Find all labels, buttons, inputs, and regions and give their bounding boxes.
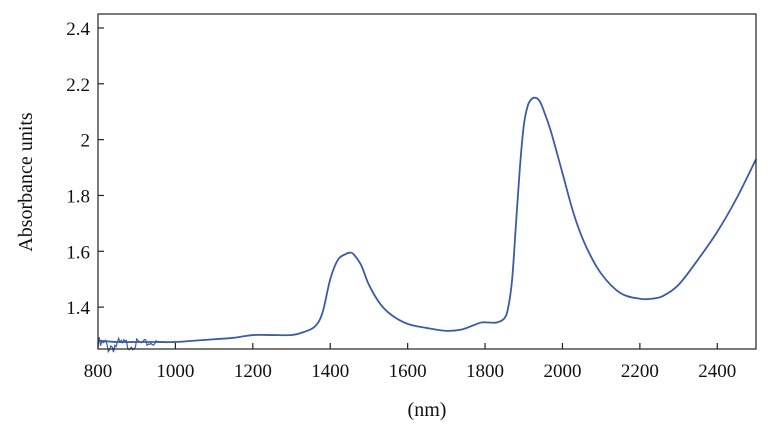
y-axis: 1.4 1.6 1.8 2 2.2 2.4 [66, 19, 104, 319]
x-tick-label: 1800 [466, 361, 504, 382]
y-tick-label: 1.4 [66, 298, 90, 319]
x-tick-label: 1400 [311, 361, 349, 382]
x-axis-label: (nm) [408, 399, 447, 421]
y-tick-label: 2.4 [66, 19, 90, 40]
absorbance-noise-segment [97, 336, 176, 354]
y-tick-label: 2 [81, 131, 91, 152]
x-tick-label: 1600 [389, 361, 427, 382]
x-tick-label: 2200 [621, 361, 659, 382]
absorbance-series-line [97, 96, 757, 344]
x-tick-label: 2400 [698, 361, 736, 382]
plot-frame [97, 13, 757, 350]
y-tick-label: 1.6 [66, 242, 90, 263]
x-axis: 800 1000 1200 1400 1600 1800 2000 2200 2400 [84, 343, 736, 382]
y-tick-label: 2.2 [66, 75, 90, 96]
x-tick-label: 2000 [543, 361, 581, 382]
y-tick-label: 1.8 [66, 186, 90, 207]
plot-area [97, 96, 757, 354]
x-tick-label: 800 [84, 361, 113, 382]
x-tick-label: 1000 [156, 361, 194, 382]
x-tick-label: 1200 [234, 361, 272, 382]
y-axis-label: Absorbance units [15, 112, 37, 252]
